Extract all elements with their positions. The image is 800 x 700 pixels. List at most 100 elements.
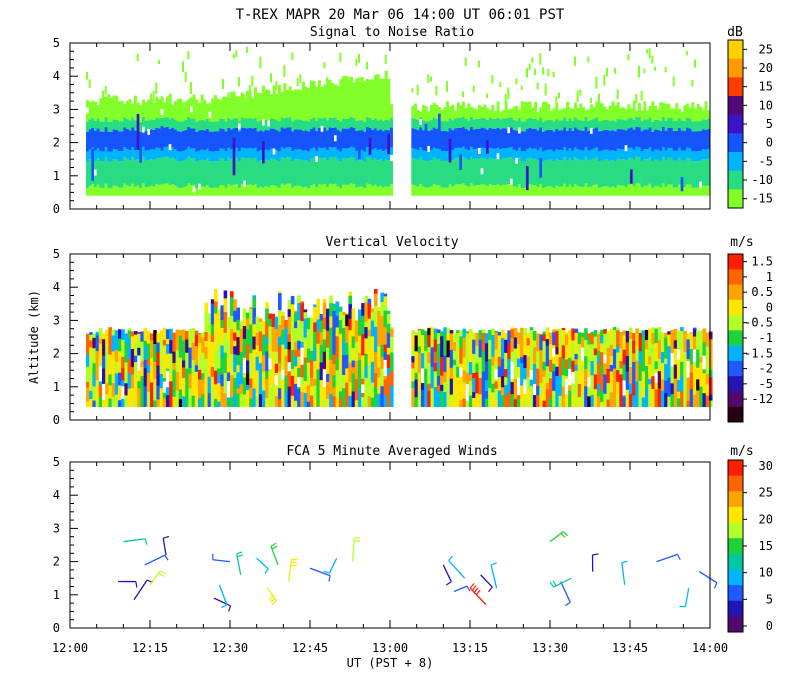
snr-cell [211, 131, 215, 152]
snr-cell [480, 117, 484, 128]
snr-cell [595, 101, 599, 118]
velocity-cell [612, 329, 617, 350]
velocity-cell [484, 342, 489, 362]
velocity-cell [456, 361, 460, 367]
velocity-cell [430, 338, 435, 348]
snr-cell [411, 148, 415, 158]
velocity-cell [705, 384, 710, 396]
velocity-cell [449, 349, 454, 368]
snr-cell [496, 127, 500, 148]
snr-cell [536, 186, 540, 196]
snr-cell [99, 98, 103, 122]
snr-cell [347, 148, 351, 159]
snr-cell [312, 81, 316, 118]
snr-cell [144, 102, 148, 121]
velocity-plot-area [86, 288, 713, 408]
velocity-cell [596, 333, 601, 351]
velocity-cell [153, 343, 157, 362]
velocity-cell [146, 391, 151, 408]
snr-cell [152, 186, 156, 196]
snr-cell [699, 187, 703, 196]
snr-cell [531, 57, 534, 63]
velocity-cell [274, 351, 279, 364]
velocity-cell [571, 378, 575, 395]
snr-cell [296, 89, 300, 120]
snr-cell [342, 128, 345, 149]
velocity-cell [169, 353, 173, 374]
snr-cell [206, 158, 209, 186]
snr-cell [307, 121, 311, 132]
velocity-cell [255, 370, 260, 391]
velocity-cell [338, 397, 343, 408]
snr-cell [254, 117, 257, 128]
snr-cell [520, 101, 524, 122]
snr-cell [691, 131, 695, 152]
snr-cell [310, 128, 313, 149]
velocity-cell [310, 359, 314, 378]
velocity-cell [545, 338, 550, 346]
snr-cell [376, 130, 380, 151]
snr-cell [150, 119, 153, 130]
snr-cell [568, 157, 572, 185]
velocity-cell [680, 341, 684, 351]
snr-cell [694, 108, 697, 122]
snr-cell [358, 186, 361, 196]
velocity-cell [322, 328, 327, 340]
snr-cell [555, 102, 559, 120]
snr-cell [126, 185, 129, 196]
snr-cell [355, 121, 359, 131]
velocity-cell [459, 381, 463, 401]
snr-cell [566, 160, 569, 188]
velocity-cell [449, 378, 454, 395]
colorbar-swatch [728, 170, 743, 190]
velocity-cell [657, 327, 662, 340]
snr-cell [155, 157, 159, 185]
snr-cell [302, 187, 305, 196]
snr-cell [235, 117, 239, 128]
wind-barb-feather [271, 545, 278, 550]
velocity-cell [561, 357, 566, 376]
snr-cell [694, 187, 697, 196]
velocity-cell [166, 381, 170, 396]
snr-cell [592, 128, 596, 149]
velocity-cell [390, 352, 394, 371]
snr-cell [374, 118, 377, 129]
snr-cell [280, 117, 284, 128]
snr-cell [270, 148, 273, 159]
snr-cell [320, 184, 324, 196]
snr-cell [272, 148, 278, 155]
velocity-cell [185, 352, 189, 369]
velocity-cell [558, 395, 563, 408]
snr-cell [267, 130, 271, 151]
snr-cell [616, 118, 620, 129]
velocity-cell [545, 327, 550, 330]
snr-cell [382, 78, 385, 122]
snr-cell [427, 145, 433, 152]
snr-cell [523, 151, 527, 162]
velocity-cell [411, 355, 415, 363]
snr-cell [456, 102, 460, 118]
velocity-cell [271, 326, 276, 344]
velocity-cell [233, 371, 237, 378]
snr-cell [579, 103, 583, 121]
snr-cell [339, 151, 343, 162]
snr-cell [472, 129, 476, 150]
snr-cell [624, 150, 628, 161]
velocity-cell [281, 315, 285, 330]
velocity-cell [606, 331, 611, 348]
velocity-cell [358, 335, 362, 354]
velocity-cell [644, 329, 649, 341]
snr-cell [355, 58, 358, 66]
velocity-cell [178, 373, 183, 390]
velocity-cell [338, 340, 343, 352]
velocity-cell [134, 400, 138, 408]
velocity-cell [603, 393, 607, 408]
velocity-cell [194, 371, 199, 391]
colorbar-label: 15 [759, 539, 773, 553]
velocity-cell [609, 344, 614, 356]
velocity-cell [143, 359, 148, 369]
snr-cell [435, 85, 438, 96]
snr-cell [475, 185, 479, 196]
snr-cell [158, 128, 161, 149]
snr-cell [128, 130, 132, 151]
